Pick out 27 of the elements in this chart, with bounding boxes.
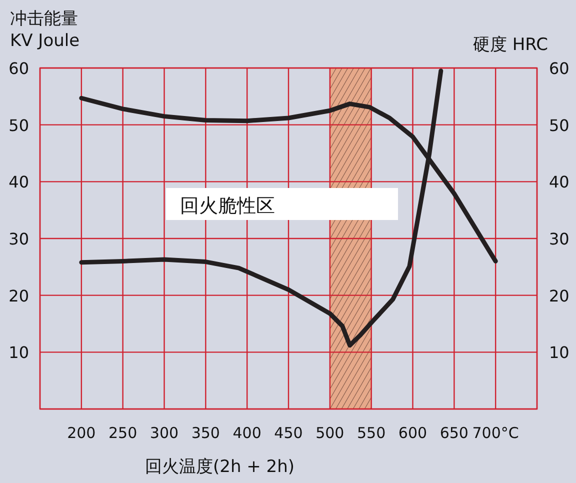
x-tick-label: 450 <box>274 424 303 442</box>
x-tick-label: 650 <box>440 424 468 442</box>
y-axis-title: 冲击能量 KV Joule <box>10 8 81 52</box>
y-tick-label: 50 <box>8 116 29 135</box>
x-tick-label: 600 <box>398 424 428 442</box>
x-tick-label: 300 <box>150 424 179 442</box>
y2-tick-label: 10 <box>549 343 570 362</box>
y2-tick-label: 60 <box>549 59 570 78</box>
x-tick-label: 700°C <box>472 424 519 442</box>
y2-tick-label: 40 <box>549 172 570 192</box>
x-tick-label: 500 <box>316 424 344 442</box>
x-tick-label: 350 <box>191 424 220 442</box>
y-tick-label: 20 <box>8 286 29 306</box>
y2-tick-label: 30 <box>549 230 570 248</box>
x-tick-label: 400 <box>232 424 262 442</box>
x-axis-title: 回火温度(2h + 2h) <box>145 456 294 478</box>
y-tick-label: 40 <box>8 172 29 192</box>
y-tick-label: 30 <box>8 230 29 248</box>
annotation: 回火脆性区 <box>180 195 275 217</box>
y2-axis-title: 硬度 HRC <box>472 34 548 56</box>
y-tick-label: 60 <box>8 59 29 78</box>
x-tick-label: 200 <box>67 424 96 442</box>
x-tick-label: 250 <box>108 424 138 442</box>
y2-tick-label: 20 <box>549 286 570 306</box>
x-tick-label: 550 <box>357 424 386 442</box>
y-tick-label: 10 <box>8 343 29 362</box>
y2-tick-label: 50 <box>549 116 570 135</box>
